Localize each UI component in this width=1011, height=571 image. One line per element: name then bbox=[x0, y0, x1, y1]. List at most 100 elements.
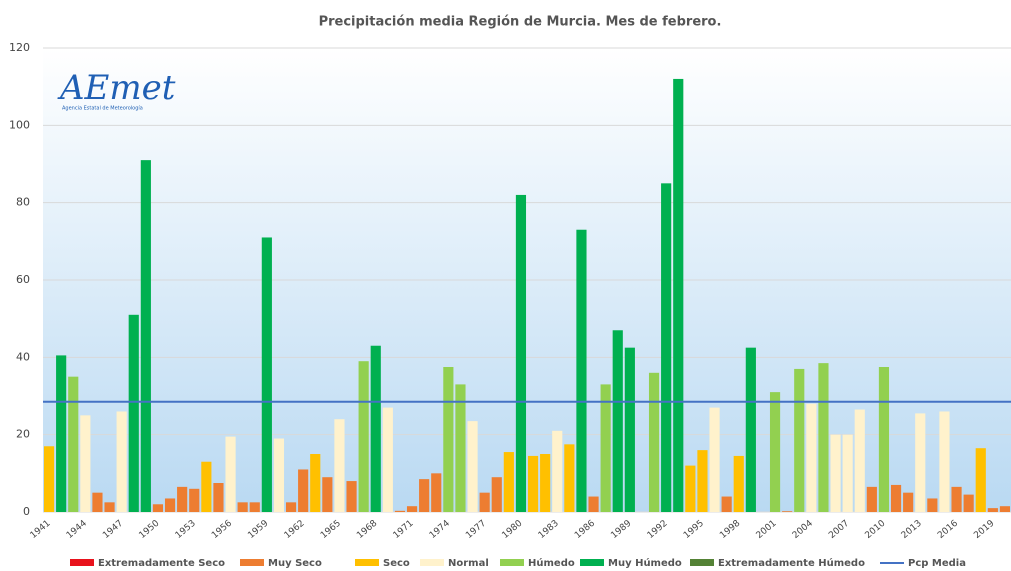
x-tick-label: 2019 bbox=[972, 518, 996, 541]
y-tick-label: 0 bbox=[23, 505, 30, 518]
bar bbox=[842, 434, 853, 512]
bar bbox=[624, 347, 635, 512]
bar bbox=[152, 504, 164, 512]
bar bbox=[177, 486, 188, 512]
bar bbox=[769, 392, 781, 512]
bar bbox=[939, 411, 950, 512]
bar bbox=[104, 502, 115, 512]
bar bbox=[298, 469, 309, 512]
bar bbox=[56, 355, 67, 512]
y-tick-label: 40 bbox=[16, 350, 30, 363]
bar bbox=[527, 455, 539, 512]
bar bbox=[927, 498, 938, 512]
x-tick-label: 1983 bbox=[537, 519, 561, 541]
x-tick-label: 2001 bbox=[755, 519, 779, 541]
chart-title: Precipitación media Región de Murcia. Me… bbox=[319, 15, 722, 30]
x-tick-label: 1980 bbox=[501, 518, 525, 541]
bar bbox=[503, 452, 514, 512]
bar bbox=[419, 479, 430, 512]
bar bbox=[818, 363, 829, 512]
bar bbox=[987, 508, 998, 512]
bar bbox=[782, 511, 793, 512]
bar bbox=[370, 345, 381, 512]
logo-subtitle: Agencia Estatal de Meteorología bbox=[62, 105, 143, 112]
bar bbox=[999, 506, 1011, 512]
legend-swatch bbox=[355, 559, 379, 566]
bar bbox=[80, 415, 91, 512]
bar bbox=[92, 492, 103, 512]
x-tick-label: 1965 bbox=[319, 519, 343, 541]
legend-label: Húmedo bbox=[528, 557, 575, 569]
bar bbox=[903, 492, 914, 512]
x-tick-label: 1986 bbox=[573, 518, 597, 541]
x-tick-label: 1992 bbox=[646, 519, 670, 541]
bar bbox=[648, 372, 660, 512]
bar bbox=[685, 465, 696, 512]
bar bbox=[890, 484, 902, 512]
bar bbox=[564, 444, 575, 512]
x-tick-label: 2013 bbox=[900, 519, 924, 541]
legend-label: Normal bbox=[448, 558, 489, 569]
y-tick-label: 80 bbox=[16, 196, 30, 209]
bar bbox=[213, 483, 224, 512]
bar bbox=[140, 160, 151, 512]
bar bbox=[443, 367, 454, 512]
bar bbox=[68, 376, 79, 512]
logo: AEmet bbox=[57, 68, 176, 108]
bar bbox=[552, 430, 563, 512]
x-tick-label: 1995 bbox=[682, 519, 706, 541]
bar bbox=[588, 496, 599, 512]
y-tick-label: 20 bbox=[16, 428, 30, 441]
bar bbox=[261, 237, 272, 512]
bar bbox=[249, 502, 260, 512]
bar bbox=[189, 488, 200, 512]
x-tick-label: 2004 bbox=[791, 518, 815, 541]
legend-label: Pcp Media bbox=[908, 558, 966, 569]
bar bbox=[975, 448, 986, 512]
legend-swatch bbox=[500, 559, 524, 566]
legend-swatch bbox=[420, 559, 444, 566]
bar bbox=[455, 384, 466, 512]
legend-label: Extremadamente Seco bbox=[98, 558, 225, 569]
x-tick-label: 1959 bbox=[246, 518, 270, 541]
bar bbox=[479, 492, 490, 512]
bar bbox=[806, 403, 817, 512]
bar bbox=[709, 407, 720, 512]
bar bbox=[612, 330, 623, 512]
y-tick-label: 60 bbox=[16, 273, 30, 286]
legend-label: Seco bbox=[383, 558, 410, 569]
x-tick-label: 1953 bbox=[174, 519, 198, 541]
bar bbox=[358, 361, 369, 512]
x-tick-label: 1944 bbox=[65, 518, 89, 541]
bar bbox=[334, 419, 345, 512]
x-tick-label: 2010 bbox=[864, 518, 888, 541]
bar bbox=[915, 413, 926, 512]
x-tick-label: 2007 bbox=[827, 519, 851, 541]
bar bbox=[310, 454, 321, 512]
bar bbox=[515, 194, 527, 512]
x-tick-label: 1962 bbox=[283, 519, 307, 541]
bar bbox=[201, 461, 212, 512]
bar bbox=[854, 409, 865, 512]
bar bbox=[866, 486, 877, 512]
legend-swatch bbox=[690, 559, 714, 566]
x-tick-label: 1956 bbox=[210, 518, 234, 541]
legend-label: Muy Húmedo bbox=[608, 557, 682, 569]
bar bbox=[745, 347, 756, 512]
bar bbox=[346, 481, 357, 512]
legend-swatch bbox=[240, 559, 264, 566]
x-tick-label: 1974 bbox=[428, 518, 452, 541]
bar bbox=[237, 502, 248, 512]
bar bbox=[225, 436, 236, 512]
bar bbox=[467, 421, 478, 512]
y-tick-label: 120 bbox=[9, 41, 30, 54]
bar bbox=[431, 473, 442, 512]
bar bbox=[491, 477, 502, 512]
bar bbox=[600, 384, 611, 512]
bar bbox=[322, 477, 333, 512]
bar bbox=[382, 407, 393, 512]
y-tick-label: 100 bbox=[9, 118, 30, 131]
x-tick-label: 2016 bbox=[936, 518, 960, 541]
bar bbox=[963, 494, 974, 512]
x-tick-label: 1947 bbox=[101, 519, 125, 541]
